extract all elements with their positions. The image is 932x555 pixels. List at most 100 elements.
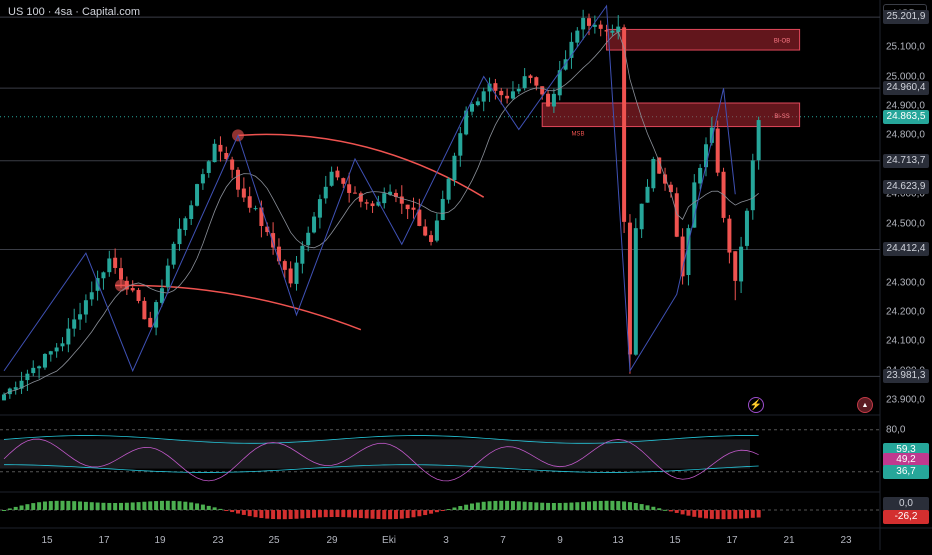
candle-body [323,186,328,199]
candle-body [60,343,65,347]
time-label: Eki [382,535,396,546]
macd-bar [66,500,71,510]
lightning-bolt-icon[interactable]: ⚡ [748,397,764,413]
time-label: 19 [154,535,166,546]
macd-bar [329,510,334,518]
candle-body [189,205,194,219]
candle-body [224,152,229,160]
macd-bar [452,507,457,510]
flag-icon[interactable]: ▲ [857,397,873,413]
macd-bar [575,502,580,510]
candle-body [241,188,246,198]
candle-body [510,91,515,99]
price-label: 24.800,0 [886,129,925,141]
candle-body [587,18,591,26]
candle-body [265,226,270,233]
macd-bar [680,510,685,515]
candle-body [405,204,410,210]
macd-bar [72,501,77,510]
time-axis[interactable]: 15 17 19 23 25 29 Eki 3 7 9 13 15 17 21 23 [0,530,880,550]
candle-body [148,317,153,328]
candle-body [317,199,322,218]
candle-body [546,93,551,107]
candle-body [604,30,609,32]
macd-bar [692,510,697,517]
candle-body [364,202,369,204]
candle-body [429,235,434,242]
candle-body [423,226,428,236]
macd-bar [528,502,533,510]
candle-body [470,104,474,112]
macd-bar [259,510,264,519]
price-tag: 24.713,7 [883,153,929,168]
candle-body [434,220,439,241]
macd-bar [31,503,36,510]
candle-body [271,233,276,248]
rsi-lower-band [3,464,759,473]
candle-body [218,144,223,152]
macd-bar [616,501,621,510]
macd-bar [505,500,510,510]
candle-body [487,83,492,92]
candle-body [388,191,393,195]
candle-body [674,193,679,237]
time-label: 15 [41,535,53,546]
macd-bar [177,501,182,510]
macd-bar [341,510,346,518]
macd-bar [253,510,258,518]
candle-body [475,101,480,106]
candle-body [598,24,603,29]
macd-bar [42,501,47,510]
candle-body [353,192,357,194]
macd-bar [130,502,135,510]
msb-label: MSB [571,131,584,137]
price-axis[interactable]: 25.100,0 25.000,0 24.900,0 24.800,0 24.600,0… [880,0,932,520]
macd-bar [411,510,416,518]
macd-bar [159,500,164,510]
macd-bar [487,501,492,510]
candle-body [2,394,6,401]
rsi-band-fill [0,439,750,469]
candle-body [756,120,761,161]
macd-bar [733,510,738,519]
candle-body [107,258,112,273]
time-label: 21 [783,535,795,546]
macd-bar [358,510,363,518]
candle-body [663,174,668,184]
macd-bar [347,510,352,518]
candle-body [540,86,545,95]
macd-bar [399,510,404,519]
macd-bar [464,504,469,510]
macd-bar [744,510,749,519]
candle-body [25,373,30,381]
order-block-upper [606,28,801,51]
candle-body [212,143,217,163]
macd-bar [200,504,205,510]
macd-bar [171,500,176,510]
macd-bar [470,503,474,510]
candle-body [633,228,638,355]
candle-body [42,353,47,368]
candle-body [616,26,621,33]
candle-body [680,236,685,277]
price-label: 24.300,0 [886,277,925,289]
time-label: 25 [268,535,280,546]
candle-body [645,186,650,203]
macd-bar [89,502,94,510]
candle-body [458,133,463,156]
macd-bar [622,501,627,510]
macd-bar [388,510,393,520]
candle-body [622,27,627,222]
candle-body [294,262,299,284]
candle-body [177,228,182,245]
candle-body [709,127,714,143]
symbol-title[interactable]: US 100 · 4sa · Capital.com [8,6,141,18]
macd-bar [557,502,562,510]
candle-body [739,246,744,282]
macd-bar [25,504,30,510]
macd-bar [370,510,375,519]
candle-body [83,300,88,315]
price-label: 24.600,0 [886,188,925,200]
